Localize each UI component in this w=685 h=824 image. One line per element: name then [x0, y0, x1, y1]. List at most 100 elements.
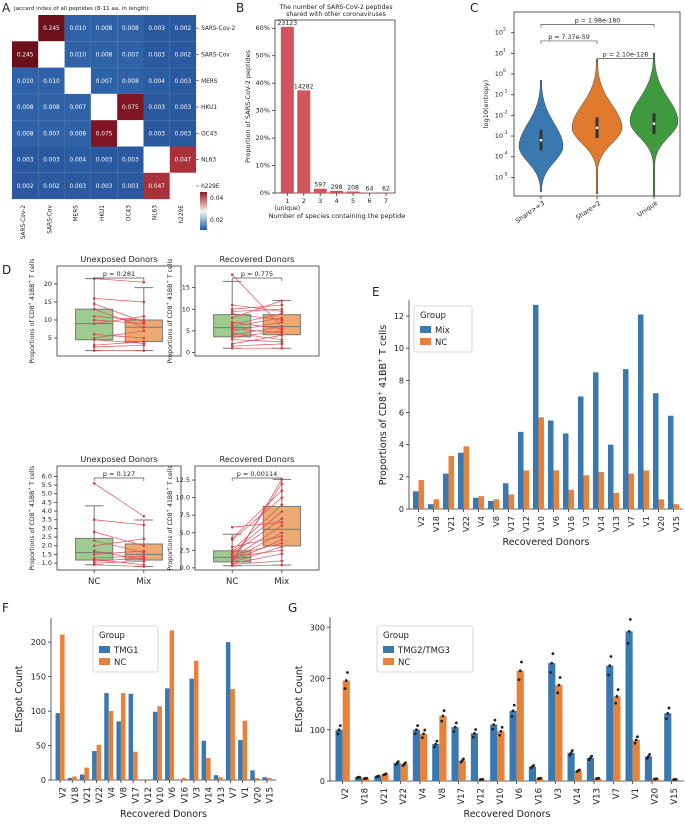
bar-nc: [555, 685, 563, 781]
replicate-dot: [551, 652, 555, 656]
heatmap-row-label: OC43: [201, 131, 217, 137]
bar-tmg1: [189, 678, 194, 780]
bar: [346, 191, 360, 193]
replicate-dot: [570, 749, 574, 752]
bar-value-label: 14282: [294, 83, 314, 90]
paired-line: [231, 504, 283, 551]
x-tick-label: Unique: [636, 199, 659, 219]
x-tick-label: V10: [496, 788, 506, 805]
y-tick-label: 12.5: [176, 476, 190, 484]
data-point: [230, 303, 234, 307]
replicate-dot: [648, 753, 652, 756]
x-tick-label: V21: [380, 788, 390, 805]
y-tick-label: 0: [41, 776, 46, 785]
y-label-part: 41BB: [167, 284, 174, 302]
paired-line: [94, 316, 144, 324]
bar-nc: [108, 711, 114, 780]
x-axis-label: Recovered Donors: [120, 809, 207, 820]
data-point: [142, 322, 146, 325]
bar-nc: [242, 720, 248, 780]
replicate-dot: [614, 701, 618, 705]
x-tick-label: V3: [192, 787, 202, 798]
heatmap-value: 0.003: [148, 105, 165, 111]
replicate-dot: [440, 719, 444, 723]
subplot-title: Unexposed Donors: [80, 454, 157, 464]
data-point: [230, 333, 234, 337]
x-tick-label: V12: [144, 787, 154, 804]
data-point: [230, 307, 234, 311]
replicate-dot: [532, 764, 536, 767]
paired-line: [94, 538, 144, 547]
bar-value-label: 208: [347, 185, 359, 192]
y-tick-label: 7.5: [180, 511, 190, 519]
panel-a-heatmap: Jaccard index of all peptides (8-11 aa, …: [12, 6, 236, 239]
y-axis-label: ELISpot Count: [294, 665, 305, 732]
y-tick-label: 10: [495, 29, 503, 37]
paired-line: [232, 564, 282, 567]
data-point: [230, 338, 234, 341]
heatmap-cell: [143, 67, 170, 94]
y-label-sup: +: [27, 487, 32, 491]
heatmap-value: 0.003: [122, 158, 139, 164]
y-label-part: T cells: [29, 258, 36, 280]
replicate-dot: [481, 777, 485, 781]
panel-d-boxplots: Unexposed Donors 5 10 15 20 p = 0.281 Proporti…: [27, 254, 320, 587]
chart-title: shared with other coronaviruses: [286, 11, 386, 18]
y-tick-label: 3.5: [42, 516, 52, 524]
replicate-dot: [626, 641, 630, 645]
y-label-part: 41BB: [378, 363, 389, 391]
replicate-dot: [628, 617, 632, 621]
data-point: [230, 331, 234, 335]
heatmap-row-label: h229E: [201, 184, 220, 190]
paired-line: [232, 339, 282, 343]
replicate-dot: [454, 721, 458, 725]
y-tick-label: 10%: [256, 162, 270, 170]
replicate-dot: [473, 731, 476, 735]
replicate-dot: [442, 709, 446, 713]
data-point: [280, 346, 284, 350]
legend-label: TMG2/TMG3: [397, 646, 450, 656]
data-point: [280, 318, 284, 322]
heatmap-value: 0.010: [43, 79, 60, 85]
bar-nc: [613, 492, 620, 509]
data-point: [280, 338, 284, 341]
data-point: [92, 302, 96, 306]
violin-median: [595, 126, 599, 130]
heatmap-value: 0.008: [122, 79, 139, 85]
heatmap-cell: [169, 41, 197, 68]
replicate-dot: [338, 724, 342, 728]
y-tick-label: 10.0: [176, 494, 190, 502]
heatmap-value: 0.003: [96, 184, 113, 190]
heatmap-value: 0.003: [96, 158, 113, 164]
paired-line: [94, 341, 144, 346]
data-point: [280, 333, 284, 337]
heatmap-cell: [90, 172, 118, 200]
paired-line: [231, 497, 283, 541]
paired-line: [232, 328, 282, 334]
colorbar-tick: 0.02: [210, 217, 224, 224]
y-tick-label: 2: [399, 473, 404, 482]
replicate-dot: [556, 691, 560, 695]
heatmap-cell: [143, 172, 170, 200]
heatmap-cell: [169, 172, 197, 200]
data-point: [280, 489, 284, 492]
x-tick-label: V3: [581, 516, 591, 527]
paired-line: [232, 542, 282, 556]
heatmap-cell: [169, 93, 197, 121]
bar-mix: [487, 500, 494, 509]
replicate-dot: [539, 776, 543, 780]
heatmap-cell: [117, 15, 144, 42]
y-tick-label: 8: [399, 376, 404, 385]
bar-tmg1: [213, 775, 219, 780]
bar-mix: [637, 314, 644, 509]
y-tick-label: 4: [399, 441, 404, 450]
paired-line: [94, 334, 144, 339]
bar-nc: [342, 680, 350, 781]
data-point: [280, 538, 284, 542]
bar-tmg1: [92, 751, 97, 780]
paired-line: [232, 560, 282, 565]
data-point: [142, 523, 146, 527]
replicate-dot: [627, 629, 631, 633]
heatmap-cell: [90, 120, 118, 147]
